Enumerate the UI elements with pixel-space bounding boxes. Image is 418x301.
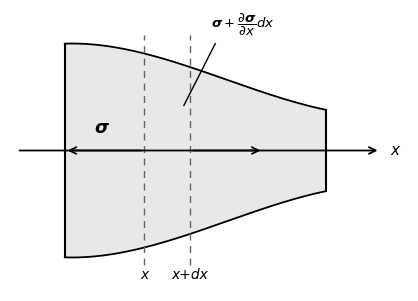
Text: x: x	[391, 143, 400, 158]
Text: $\boldsymbol{\sigma}$: $\boldsymbol{\sigma}$	[94, 119, 110, 137]
Polygon shape	[65, 44, 326, 257]
Text: $\boldsymbol{\sigma}+\dfrac{\partial \boldsymbol{\sigma}}{\partial x}dx$: $\boldsymbol{\sigma}+\dfrac{\partial \bo…	[211, 11, 275, 38]
Text: x: x	[140, 268, 148, 282]
Text: x+dx: x+dx	[172, 268, 209, 282]
